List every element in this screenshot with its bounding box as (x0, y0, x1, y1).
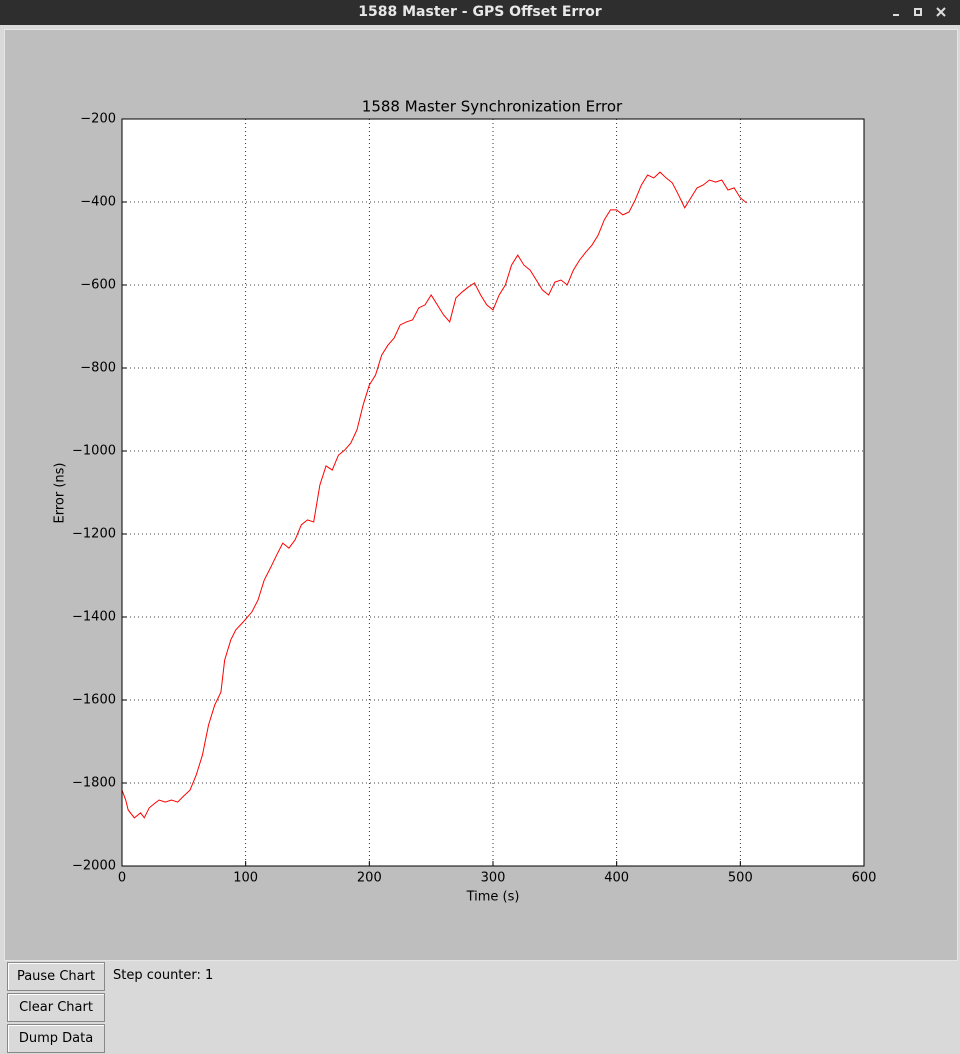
title-bar: 1588 Master - GPS Offset Error (0, 0, 960, 25)
y-tick-label: −400 (80, 195, 116, 210)
y-tick-label: −1400 (72, 610, 116, 625)
window-title: 1588 Master - GPS Offset Error (358, 4, 602, 20)
y-axis-label: Error (ns) (53, 463, 68, 524)
minimize-button[interactable] (890, 6, 902, 18)
clear-button[interactable]: Clear Chart (7, 993, 105, 1022)
step-counter: Step counter: 1 (113, 968, 214, 983)
dump-button[interactable]: Dump Data (7, 1024, 105, 1053)
y-tick-label: −1800 (72, 776, 116, 791)
data-line (121, 171, 747, 819)
x-axis-label: Time (s) (466, 890, 520, 905)
close-button[interactable] (935, 6, 947, 18)
y-tick-label: −1600 (72, 693, 116, 708)
x-tick-label: 100 (233, 871, 258, 886)
maximize-button[interactable] (912, 6, 924, 18)
x-tick-label: 0 (118, 871, 126, 886)
x-tick-label: 200 (357, 871, 382, 886)
chart-title: 1588 Master Synchronization Error (362, 98, 623, 116)
y-tick-label: −200 (80, 112, 116, 127)
y-tick-label: −2000 (72, 859, 116, 874)
x-tick-label: 400 (604, 871, 629, 886)
y-tick-label: −600 (80, 278, 116, 293)
y-tick-label: −800 (80, 361, 116, 376)
pause-button[interactable]: Pause Chart (7, 962, 105, 991)
y-tick-label: −1000 (72, 444, 116, 459)
x-tick-label: 500 (728, 871, 753, 886)
y-tick-label: −1200 (72, 527, 116, 542)
x-tick-label: 600 (852, 871, 877, 886)
plot-frame (121, 118, 865, 867)
x-tick-label: 300 (481, 871, 506, 886)
